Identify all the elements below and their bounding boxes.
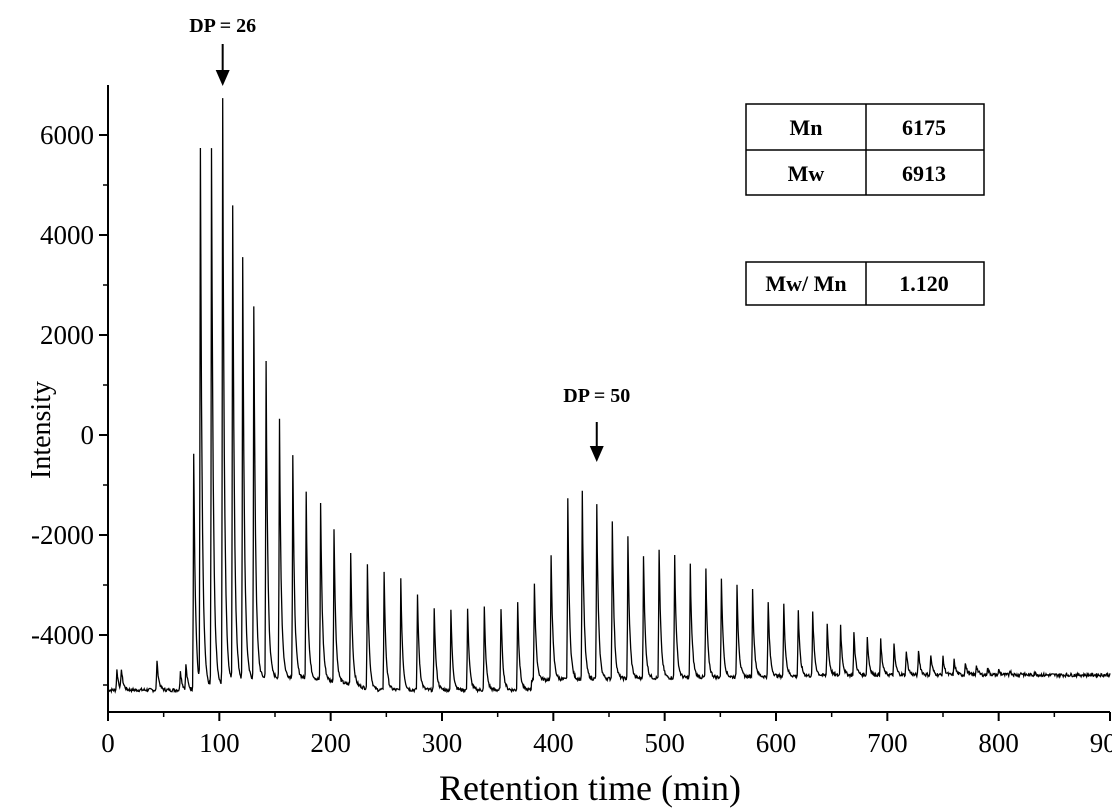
x-tick-label: 500 <box>644 728 685 758</box>
y-axis-title: Intensity <box>26 381 57 479</box>
axes: 0 100 200 300 400 500 600 700 800 900 -4000 -2000 0… <box>31 85 1112 758</box>
intensity-trace <box>107 98 1111 694</box>
x-tick-label: 600 <box>756 728 797 758</box>
x-tick-label: 200 <box>310 728 351 758</box>
y-tick-label: 2000 <box>40 320 94 350</box>
table-cell-mw-value: 6913 <box>902 161 946 186</box>
molecular-weight-table: Mn 6175 Mw 6913 <box>745 103 985 196</box>
y-tick-label: -2000 <box>31 520 94 550</box>
down-arrow-icon <box>215 70 230 86</box>
x-tick-label: 900 <box>1090 728 1112 758</box>
x-tick-label: 800 <box>978 728 1019 758</box>
table-cell-ratio-value: 1.120 <box>899 271 949 296</box>
x-tick-label: 700 <box>867 728 908 758</box>
x-axis-title: Retention time (min) <box>439 768 741 808</box>
x-tick-label: 300 <box>422 728 463 758</box>
annotation-dp-26-label: DP = 26 <box>189 15 256 37</box>
y-axis-ticks: -4000 -2000 0 2000 4000 6000 <box>31 120 108 686</box>
annotation-dp-26: DP = 26 <box>189 15 256 86</box>
table-cell-mw-label: Mw <box>788 161 825 186</box>
annotation-dp-50-label: DP = 50 <box>563 385 630 407</box>
y-tick-label: 6000 <box>40 120 94 150</box>
table-cell-mn-value: 6175 <box>902 115 946 140</box>
x-tick-label: 400 <box>533 728 574 758</box>
x-axis-ticks: 0 100 200 300 400 500 600 700 800 900 <box>101 712 1112 758</box>
table-border <box>745 261 985 306</box>
y-tick-label: 0 <box>81 420 95 450</box>
x-tick-label: 0 <box>101 728 115 758</box>
y-tick-label: 4000 <box>40 220 94 250</box>
annotation-dp-50: DP = 50 <box>563 385 630 462</box>
table-cell-ratio-label: Mw/ Mn <box>765 271 846 296</box>
down-arrow-icon <box>589 446 604 462</box>
x-tick-label: 100 <box>199 728 240 758</box>
y-tick-label: -4000 <box>31 620 94 650</box>
table-cell-mn-label: Mn <box>790 115 823 140</box>
polydispersity-table: Mw/ Mn 1.120 <box>745 261 985 306</box>
